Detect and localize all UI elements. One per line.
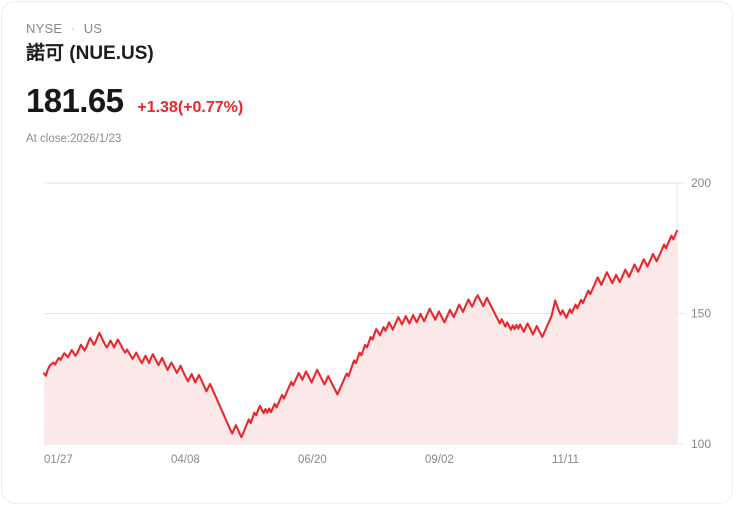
svg-text:150: 150 bbox=[691, 307, 711, 321]
price-chart-svg: 100 150 200 01/27 04/08 06/20 09/02 11/11 bbox=[42, 176, 711, 466]
svg-text:11/11: 11/11 bbox=[552, 454, 579, 466]
svg-text:06/20: 06/20 bbox=[298, 454, 327, 466]
exchange-row: NYSE · US bbox=[26, 20, 708, 38]
svg-text:100: 100 bbox=[691, 437, 711, 451]
svg-text:04/08: 04/08 bbox=[171, 454, 200, 466]
page-title: 諾可 (NUE.US) bbox=[26, 43, 154, 64]
price-change: +1.38(+0.77%) bbox=[137, 99, 244, 116]
price-row: 181.65 +1.38(+0.77%) bbox=[26, 83, 708, 119]
close-status: At close:2026/1/23 bbox=[26, 133, 122, 145]
region-label: US bbox=[83, 21, 103, 36]
separator-dot: · bbox=[71, 23, 75, 35]
svg-text:01/27: 01/27 bbox=[44, 454, 73, 466]
price-value: 181.65 bbox=[26, 82, 124, 119]
exchange-label: NYSE bbox=[26, 21, 63, 36]
quote-header: NYSE · US 諾可 (NUE.US) 181.65 +1.38(+0.77… bbox=[26, 20, 708, 147]
price-chart[interactable]: 100 150 200 01/27 04/08 06/20 09/02 11/11 bbox=[2, 167, 732, 477]
stock-quote-card: NYSE · US 諾可 (NUE.US) 181.65 +1.38(+0.77… bbox=[1, 1, 733, 504]
svg-text:09/02: 09/02 bbox=[425, 454, 454, 466]
svg-text:200: 200 bbox=[691, 176, 711, 190]
